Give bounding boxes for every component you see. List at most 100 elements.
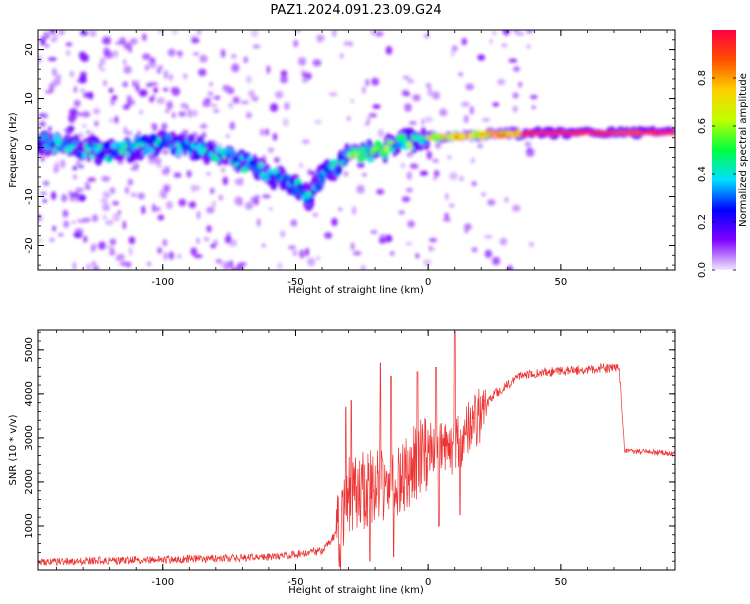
heatmap-cell [448,203,455,208]
heatmap-cell [362,86,366,94]
colorbar-tick-label: 0.4 [697,166,708,182]
heatmap-cell [214,95,221,101]
heatmap-cell [43,31,51,40]
heatmap-cell [73,86,78,93]
heatmap-cell [512,204,521,212]
heatmap-cell [308,196,314,204]
heatmap-cell [518,81,523,88]
heatmap-cell [402,92,411,97]
heatmap-cell [238,177,244,186]
heatmap-cell [390,142,399,148]
heatmap-cell [290,219,298,227]
heatmap-cell [376,188,385,195]
heatmap-cell [465,83,475,91]
snr-series-line [38,331,675,570]
heatmap-cell [119,37,126,45]
heatmap-cell [328,92,338,97]
heatmap-cell [91,260,97,267]
heatmap-cell [53,164,59,174]
heatmap-cell [103,37,112,45]
heatmap-cell [512,105,518,113]
heatmap-cell [138,89,148,97]
heatmap-cell [507,265,513,270]
heatmap-cell [231,267,238,270]
heatmap-cell [207,91,214,96]
heatmap-cell [123,65,132,75]
heatmap-cell [151,63,158,69]
heatmap-cell [173,172,182,178]
heatmap-cell [157,214,165,221]
heatmap-cell [49,141,57,147]
heatmap-cell [49,237,55,242]
heatmap-cell [88,91,94,100]
heatmap-cell [447,155,452,159]
snr-xlabel: Height of straight line (km) [288,585,424,596]
heatmap-cell [137,192,145,200]
heatmap-cell [389,251,395,256]
heatmap-cell [280,75,288,84]
heatmap-cell [401,196,411,203]
snr-ylabel: SNR (10 * v/v) [8,414,19,485]
heatmap-cell [135,79,140,86]
heatmap-cell [385,45,393,55]
heatmap-cell [257,162,265,169]
heatmap-cell [79,30,89,36]
heatmap-cell [109,187,116,195]
heatmap-cell [526,43,531,49]
heatmap-cell [164,133,172,141]
heatmap-cell [171,112,176,119]
heatmap-cell [86,263,91,270]
heatmap-cell [122,81,129,88]
heatmap-cell [293,250,297,256]
heatmap-cell [109,247,115,253]
heatmap-cell [377,128,385,138]
heatmap-cell [103,47,110,57]
heatmap-cell [176,253,182,259]
x-tick-label: -100 [151,277,174,288]
heatmap-cell [132,80,136,87]
heatmap-cell [489,38,493,44]
heatmap-cell [115,141,121,149]
heatmap-cell [250,158,257,165]
heatmap-cell [372,104,381,109]
heatmap-cell [424,33,430,39]
heatmap-cell [148,96,155,103]
heatmap-cell [187,109,192,119]
heatmap-cell [162,87,169,92]
heatmap-cell [346,116,351,121]
heatmap-cell [123,58,127,66]
heatmap-cell [58,30,65,36]
snr-panel: -100 -50 0 50 1000 2000 3000 4000 5000 Height of… [8,329,676,596]
heatmap-cell [424,116,433,123]
heatmap-cell [269,207,273,211]
y-tick-label: 10 [24,92,35,105]
spectrogram-frame [37,29,676,271]
heatmap-cell [74,228,84,235]
heatmap-cell [243,56,248,64]
heatmap-cell [471,246,478,253]
heatmap-cell [255,169,264,173]
heatmap-cell [202,100,211,107]
x-tick-label: 50 [555,277,568,288]
heatmap-cell [99,67,106,72]
heatmap-cell [275,90,284,99]
x-tick-label: 0 [425,577,431,588]
heatmap-cell [296,183,304,188]
heatmap-cell [91,243,98,252]
heatmap-cell [412,94,421,102]
heatmap-cell [213,108,220,113]
heatmap-cell [100,242,105,247]
heatmap-cell [156,68,161,74]
heatmap-cell [196,238,200,244]
heatmap-cell [481,118,491,122]
heatmap-cell [435,141,442,150]
heatmap-cell [368,113,378,118]
heatmap-cell [122,220,127,230]
heatmap-cell [116,253,125,261]
spectrogram-ylabel: Frequency (Hz) [8,112,19,188]
heatmap-cell [280,70,288,77]
heatmap-cell [362,173,367,177]
heatmap-cell [38,238,43,243]
heatmap-cell [68,115,76,124]
